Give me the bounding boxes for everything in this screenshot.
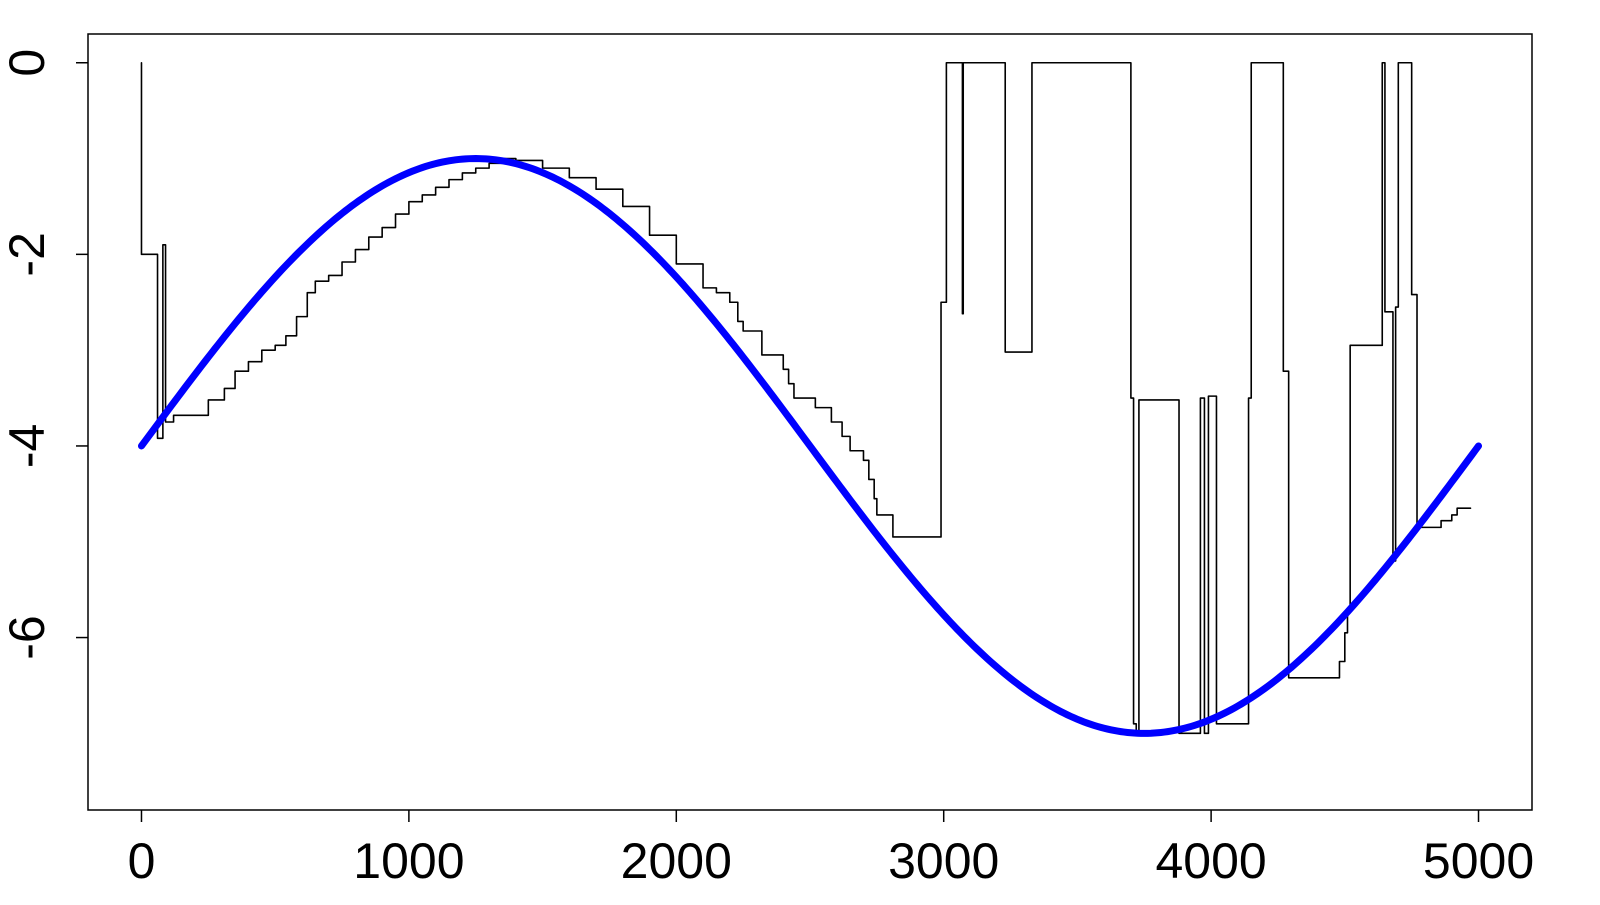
y-tick-label: -4	[0, 424, 55, 468]
x-tick-label: 1000	[353, 833, 464, 889]
x-tick-label: 5000	[1423, 833, 1534, 889]
y-tick-label: 0	[0, 49, 55, 77]
series-blue-sine-curve	[137, 155, 1483, 737]
x-tick-label: 4000	[1155, 833, 1266, 889]
y-tick-label: -6	[0, 615, 55, 659]
plot-frame	[87, 33, 1533, 811]
y-axis: 0 -2 -4 -6	[0, 49, 88, 660]
x-tick-label: 0	[128, 833, 156, 889]
x-axis: 0 1000 2000 3000 4000 5000	[128, 810, 1534, 889]
series-layer	[137, 61, 1483, 737]
x-tick-label: 3000	[888, 833, 999, 889]
x-tick-label: 2000	[621, 833, 732, 889]
y-tick-label: -2	[0, 232, 55, 276]
series-black-step-line	[140, 61, 1472, 735]
